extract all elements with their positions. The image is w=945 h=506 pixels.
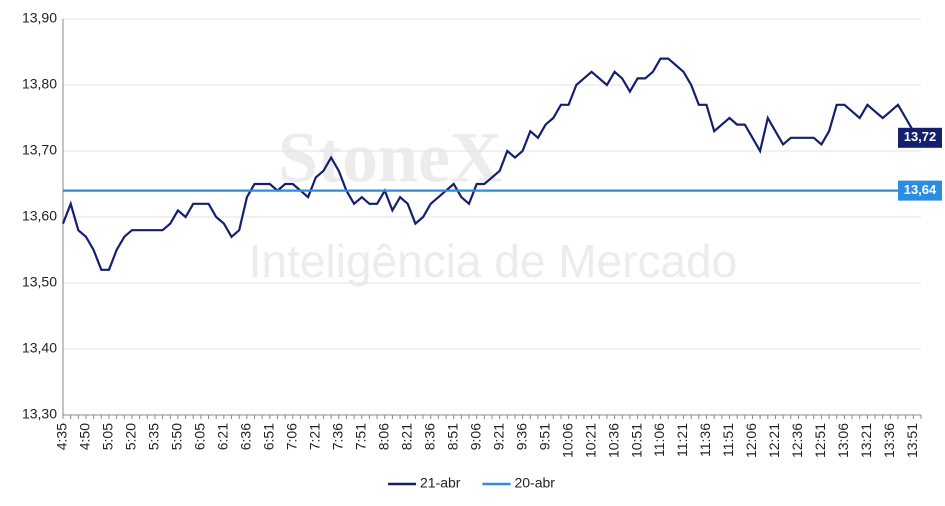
- x-tick-label: 8:21: [398, 423, 414, 450]
- x-tick-label: 4:35: [54, 423, 70, 450]
- x-tick-label: 5:50: [169, 423, 185, 450]
- x-tick-label: 6:21: [215, 423, 231, 450]
- x-tick-label: 5:20: [123, 423, 139, 450]
- end-label-box: [898, 127, 942, 148]
- x-tick-label: 10:36: [605, 423, 621, 458]
- y-tick-label: 13,90: [22, 10, 57, 26]
- x-tick-label: 13:51: [904, 423, 920, 458]
- x-tick-label: 12:36: [789, 423, 805, 458]
- x-tick-label: 6:05: [192, 423, 208, 450]
- watermark-subtitle: Inteligência de Mercado: [249, 235, 737, 287]
- x-tick-label: 11:51: [720, 423, 736, 457]
- x-tick-label: 5:05: [100, 423, 116, 450]
- x-tick-label: 9:06: [467, 423, 483, 450]
- x-tick-label: 13:21: [858, 423, 874, 458]
- x-tick-label: 9:21: [490, 423, 506, 450]
- x-tick-label: 10:21: [582, 423, 598, 458]
- x-tick-label: 9:36: [513, 423, 529, 450]
- y-tick-label: 13,40: [22, 340, 57, 356]
- x-tick-label: 12:06: [743, 423, 759, 458]
- x-tick-label: 5:35: [146, 423, 162, 450]
- x-tick-label: 13:06: [835, 423, 851, 458]
- legend-label: 20-abr: [514, 475, 555, 491]
- x-tick-label: 11:21: [674, 423, 690, 457]
- end-label: 13,72: [904, 129, 937, 144]
- legend-label: 21-abr: [420, 475, 461, 491]
- x-tick-label: 8:36: [421, 423, 437, 450]
- x-tick-label: 7:36: [329, 423, 345, 450]
- x-tick-label: 6:36: [238, 423, 254, 450]
- x-tick-label: 9:51: [536, 423, 552, 450]
- y-tick-label: 13,80: [22, 76, 57, 92]
- y-tick-label: 13,30: [22, 406, 57, 422]
- end-label-box: [898, 180, 942, 201]
- x-tick-label: 8:06: [375, 423, 391, 450]
- y-tick-label: 13,60: [22, 208, 57, 224]
- x-tick-label: 7:51: [352, 423, 368, 450]
- x-tick-label: 13:36: [881, 423, 897, 458]
- y-tick-label: 13,50: [22, 274, 57, 290]
- x-tick-label: 8:51: [444, 423, 460, 450]
- series-line: [61, 57, 922, 271]
- x-tick-label: 7:06: [284, 423, 300, 450]
- y-tick-label: 13,70: [22, 142, 57, 158]
- x-tick-label: 7:21: [307, 423, 323, 450]
- x-tick-label: 4:50: [77, 423, 93, 450]
- end-label: 13,64: [904, 182, 937, 197]
- x-tick-label: 10:51: [628, 423, 644, 458]
- watermark-brand: StoneX: [278, 118, 502, 198]
- x-tick-label: 11:06: [651, 423, 667, 457]
- x-tick-label: 11:36: [697, 423, 713, 457]
- x-tick-label: 12:51: [812, 423, 828, 458]
- x-tick-label: 10:06: [559, 423, 575, 458]
- x-tick-label: 12:21: [766, 423, 782, 458]
- x-tick-label: 6:51: [261, 423, 277, 450]
